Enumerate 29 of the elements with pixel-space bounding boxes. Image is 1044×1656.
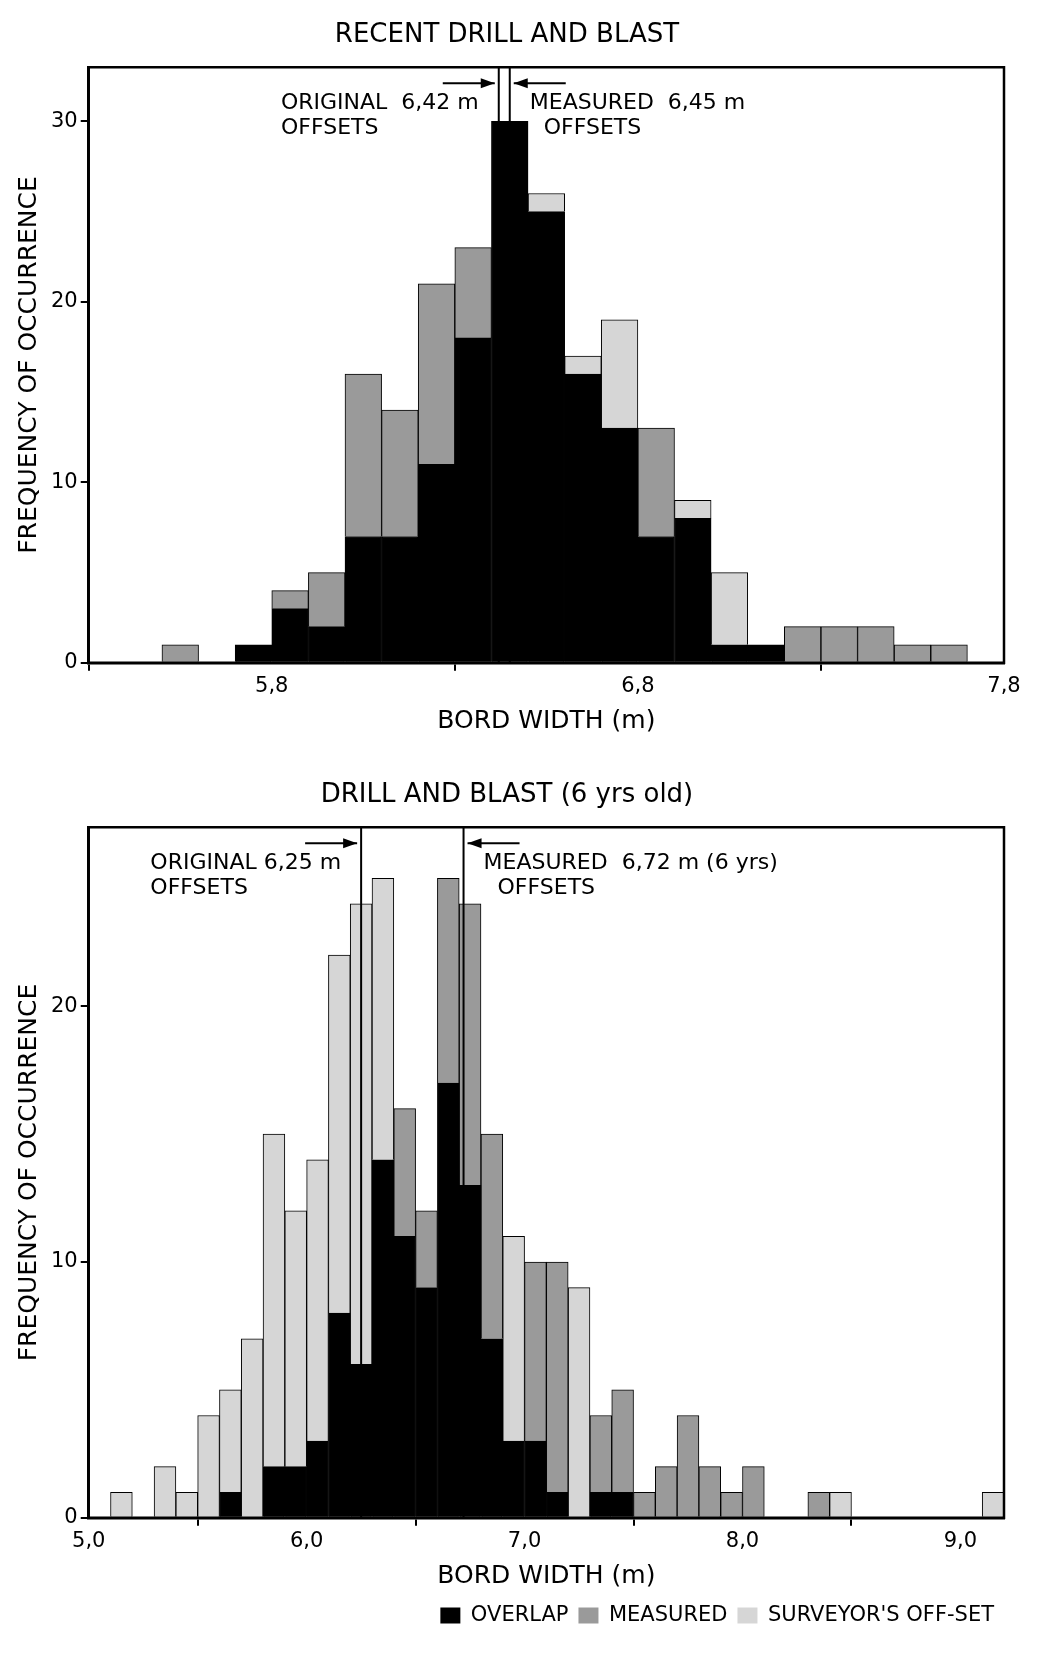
- y-tick-label: 30: [50, 107, 78, 132]
- x-axis-title: BORD WIDTH (m): [437, 704, 656, 734]
- x-tick-label: 7,0: [507, 1527, 542, 1552]
- y-tick-label: 10: [50, 468, 78, 493]
- y-tick-label: 10: [50, 1248, 78, 1273]
- x-tick-label: 5,8: [255, 672, 289, 697]
- y-tick-label: 0: [64, 1504, 78, 1529]
- ref-line-label: MEASURED 6,45 m OFFSETS: [529, 89, 746, 140]
- y-axis-title: FREQUENCY OF OCCURRENCE: [12, 176, 42, 554]
- bar: [219, 1491, 242, 1517]
- x-tick-label: 8,0: [725, 1527, 760, 1552]
- x-tick-label: 7,8: [987, 672, 1021, 697]
- y-tick-label: 20: [50, 288, 78, 313]
- y-axis-title: FREQUENCY OF OCCURRENCE: [12, 983, 42, 1362]
- ref-line-label: ORIGINAL 6,42 m OFFSETS: [280, 89, 479, 140]
- ref-line-label: MEASURED 6,72 m (6 yrs) OFFSETS: [483, 849, 778, 900]
- legend-label: MEASURED: [608, 1601, 728, 1626]
- chart-title: DRILL AND BLAST (6 yrs old): [320, 778, 694, 809]
- legend-label: SURVEYOR'S OFF-SET: [767, 1601, 995, 1626]
- x-tick-label: 6,0: [289, 1527, 324, 1552]
- x-tick-label: 6,8: [621, 672, 655, 697]
- x-tick-label: 9,0: [943, 1527, 978, 1552]
- chart-title: RECENT DRILL AND BLAST: [334, 18, 680, 49]
- legend-label: OVERLAP: [470, 1601, 569, 1626]
- x-axis-title: BORD WIDTH (m): [437, 1559, 656, 1589]
- y-tick-label: 0: [64, 649, 78, 674]
- x-tick-label: 5,0: [72, 1527, 106, 1552]
- ref-line-label: ORIGINAL 6,25 m OFFSETS: [150, 849, 342, 900]
- y-tick-label: 20: [50, 992, 78, 1017]
